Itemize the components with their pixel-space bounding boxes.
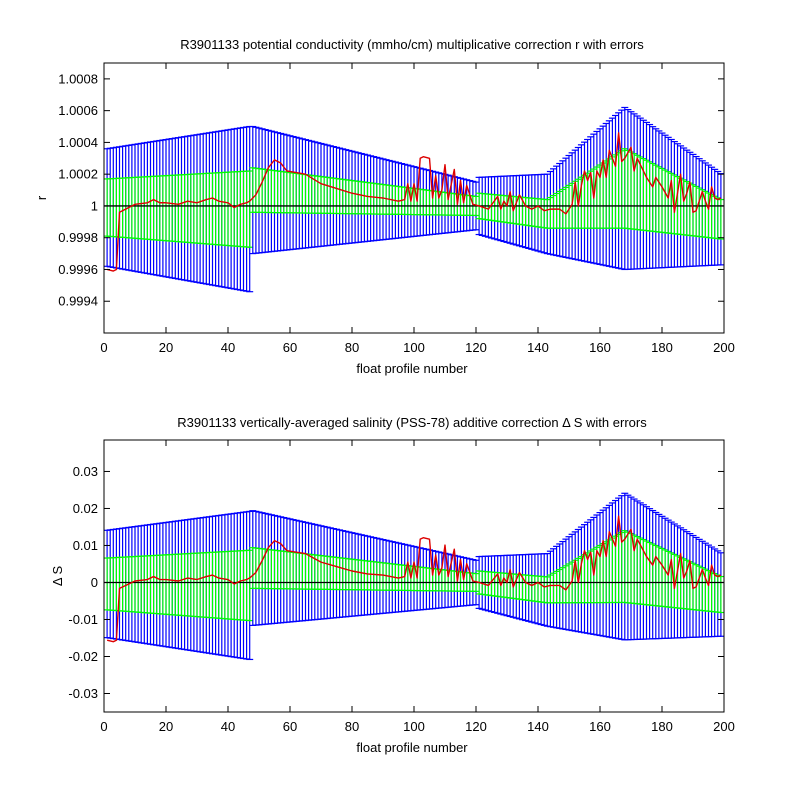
y-tick-label: 1.0002 <box>58 167 98 182</box>
error-bar <box>410 545 418 612</box>
x-tick-label: 200 <box>713 340 735 355</box>
x-tick-label: 60 <box>283 719 297 734</box>
error-bar <box>649 509 657 640</box>
y-tick-label: -0.01 <box>68 612 98 627</box>
x-tick-label: 120 <box>465 340 487 355</box>
x-tick-label: 160 <box>589 719 611 734</box>
error-bar <box>559 160 567 258</box>
chart-ds-plot <box>103 492 725 661</box>
x-tick-label: 20 <box>159 719 173 734</box>
error-bar <box>646 123 654 269</box>
x-tick-label: 180 <box>651 340 673 355</box>
y-tick-label: -0.02 <box>68 649 98 664</box>
error-bar <box>246 125 254 293</box>
x-tick-label: 80 <box>345 340 359 355</box>
error-bar <box>565 154 573 259</box>
error-bar <box>543 553 551 627</box>
error-bar <box>624 109 632 270</box>
error-bar <box>593 130 601 265</box>
chart-ds-error-bars <box>103 492 725 661</box>
error-bar <box>661 517 669 639</box>
error-bar <box>612 114 619 269</box>
y-tick-label: 1.0006 <box>58 103 98 118</box>
error-bar <box>562 538 570 631</box>
chart-r-x-ticks: 0 20 40 60 80 100 120 140 160 180 200 <box>100 63 735 355</box>
error-bar <box>562 157 570 258</box>
chart-r-plot <box>103 106 725 293</box>
x-tick-label: 140 <box>527 719 549 734</box>
chart-r-ylabel: r <box>34 195 49 200</box>
x-tick-label: 160 <box>589 340 611 355</box>
error-bar <box>649 126 657 269</box>
y-tick-label: 1.0008 <box>58 71 98 86</box>
x-tick-label: 0 <box>100 719 107 734</box>
chart-ds-y-ticks: -0.03 -0.02 -0.01 0 0.01 0.02 0.03 <box>68 464 724 701</box>
y-tick-label: 1.0004 <box>58 135 98 150</box>
error-bar <box>255 127 263 254</box>
y-tick-label: 1 <box>91 198 98 213</box>
error-bar <box>652 511 660 640</box>
error-bar <box>348 150 356 244</box>
y-tick-label: 0.9996 <box>58 262 98 277</box>
chart-r-series <box>106 132 722 272</box>
x-tick-label: 40 <box>221 719 235 734</box>
error-bar <box>351 532 359 617</box>
y-tick-label: 0.02 <box>73 501 98 516</box>
error-bar <box>311 523 319 621</box>
error-bar <box>553 165 561 257</box>
chart-ds-series <box>106 515 722 643</box>
error-bar <box>581 141 588 262</box>
error-bar <box>664 519 672 639</box>
chart-r: R3901133 potential conductivity (mmho/cm… <box>34 37 735 376</box>
y-tick-label: 0.01 <box>73 538 98 553</box>
correction-series-line <box>106 132 722 272</box>
error-bar <box>515 554 523 620</box>
y-tick-label: 0.9994 <box>58 294 98 309</box>
x-tick-label: 0 <box>100 340 107 355</box>
chart-r-error-bars <box>103 106 725 293</box>
error-bar <box>652 128 660 269</box>
error-bar <box>636 502 644 640</box>
x-tick-label: 200 <box>713 719 735 734</box>
error-bar <box>543 173 551 255</box>
x-tick-label: 80 <box>345 719 359 734</box>
x-tick-label: 100 <box>403 719 425 734</box>
error-bar <box>410 166 418 237</box>
error-bar <box>376 157 384 241</box>
chart-ds-title: R3901133 vertically-averaged salinity (P… <box>177 415 647 430</box>
chart-ds-x-ticks: 0 20 40 60 80 100 120 140 160 180 200 <box>100 440 735 734</box>
x-tick-label: 60 <box>283 340 297 355</box>
error-bar <box>618 495 626 640</box>
y-tick-label: 0.03 <box>73 464 98 479</box>
x-tick-label: 120 <box>465 719 487 734</box>
x-tick-label: 180 <box>651 719 673 734</box>
x-tick-label: 100 <box>403 340 425 355</box>
error-bar <box>302 139 309 249</box>
y-tick-label: 0.9998 <box>58 230 98 245</box>
x-tick-label: 40 <box>221 340 235 355</box>
error-bar <box>618 109 626 270</box>
chart-ds-ylabel: Δ S <box>50 566 65 587</box>
error-bar <box>546 170 554 255</box>
chart-r-y-ticks: 0.9994 0.9996 0.9998 1 1.0002 1.0004 1.0006 1.0… <box>58 71 724 309</box>
error-bar <box>246 510 254 661</box>
x-tick-label: 20 <box>159 340 173 355</box>
error-bar <box>683 149 691 268</box>
chart-r-xlabel: float profile number <box>356 361 468 376</box>
chart-ds: R3901133 vertically-averaged salinity (P… <box>50 415 735 755</box>
chart-r-title: R3901133 potential conductivity (mmho/cm… <box>180 37 644 52</box>
chart-ds-xlabel: float profile number <box>356 740 468 755</box>
x-tick-label: 140 <box>527 340 549 355</box>
y-tick-label: -0.03 <box>68 686 98 701</box>
error-bar <box>571 149 579 260</box>
y-tick-label: 0 <box>91 575 98 590</box>
correction-series-line <box>106 515 722 643</box>
error-bar <box>643 506 650 640</box>
